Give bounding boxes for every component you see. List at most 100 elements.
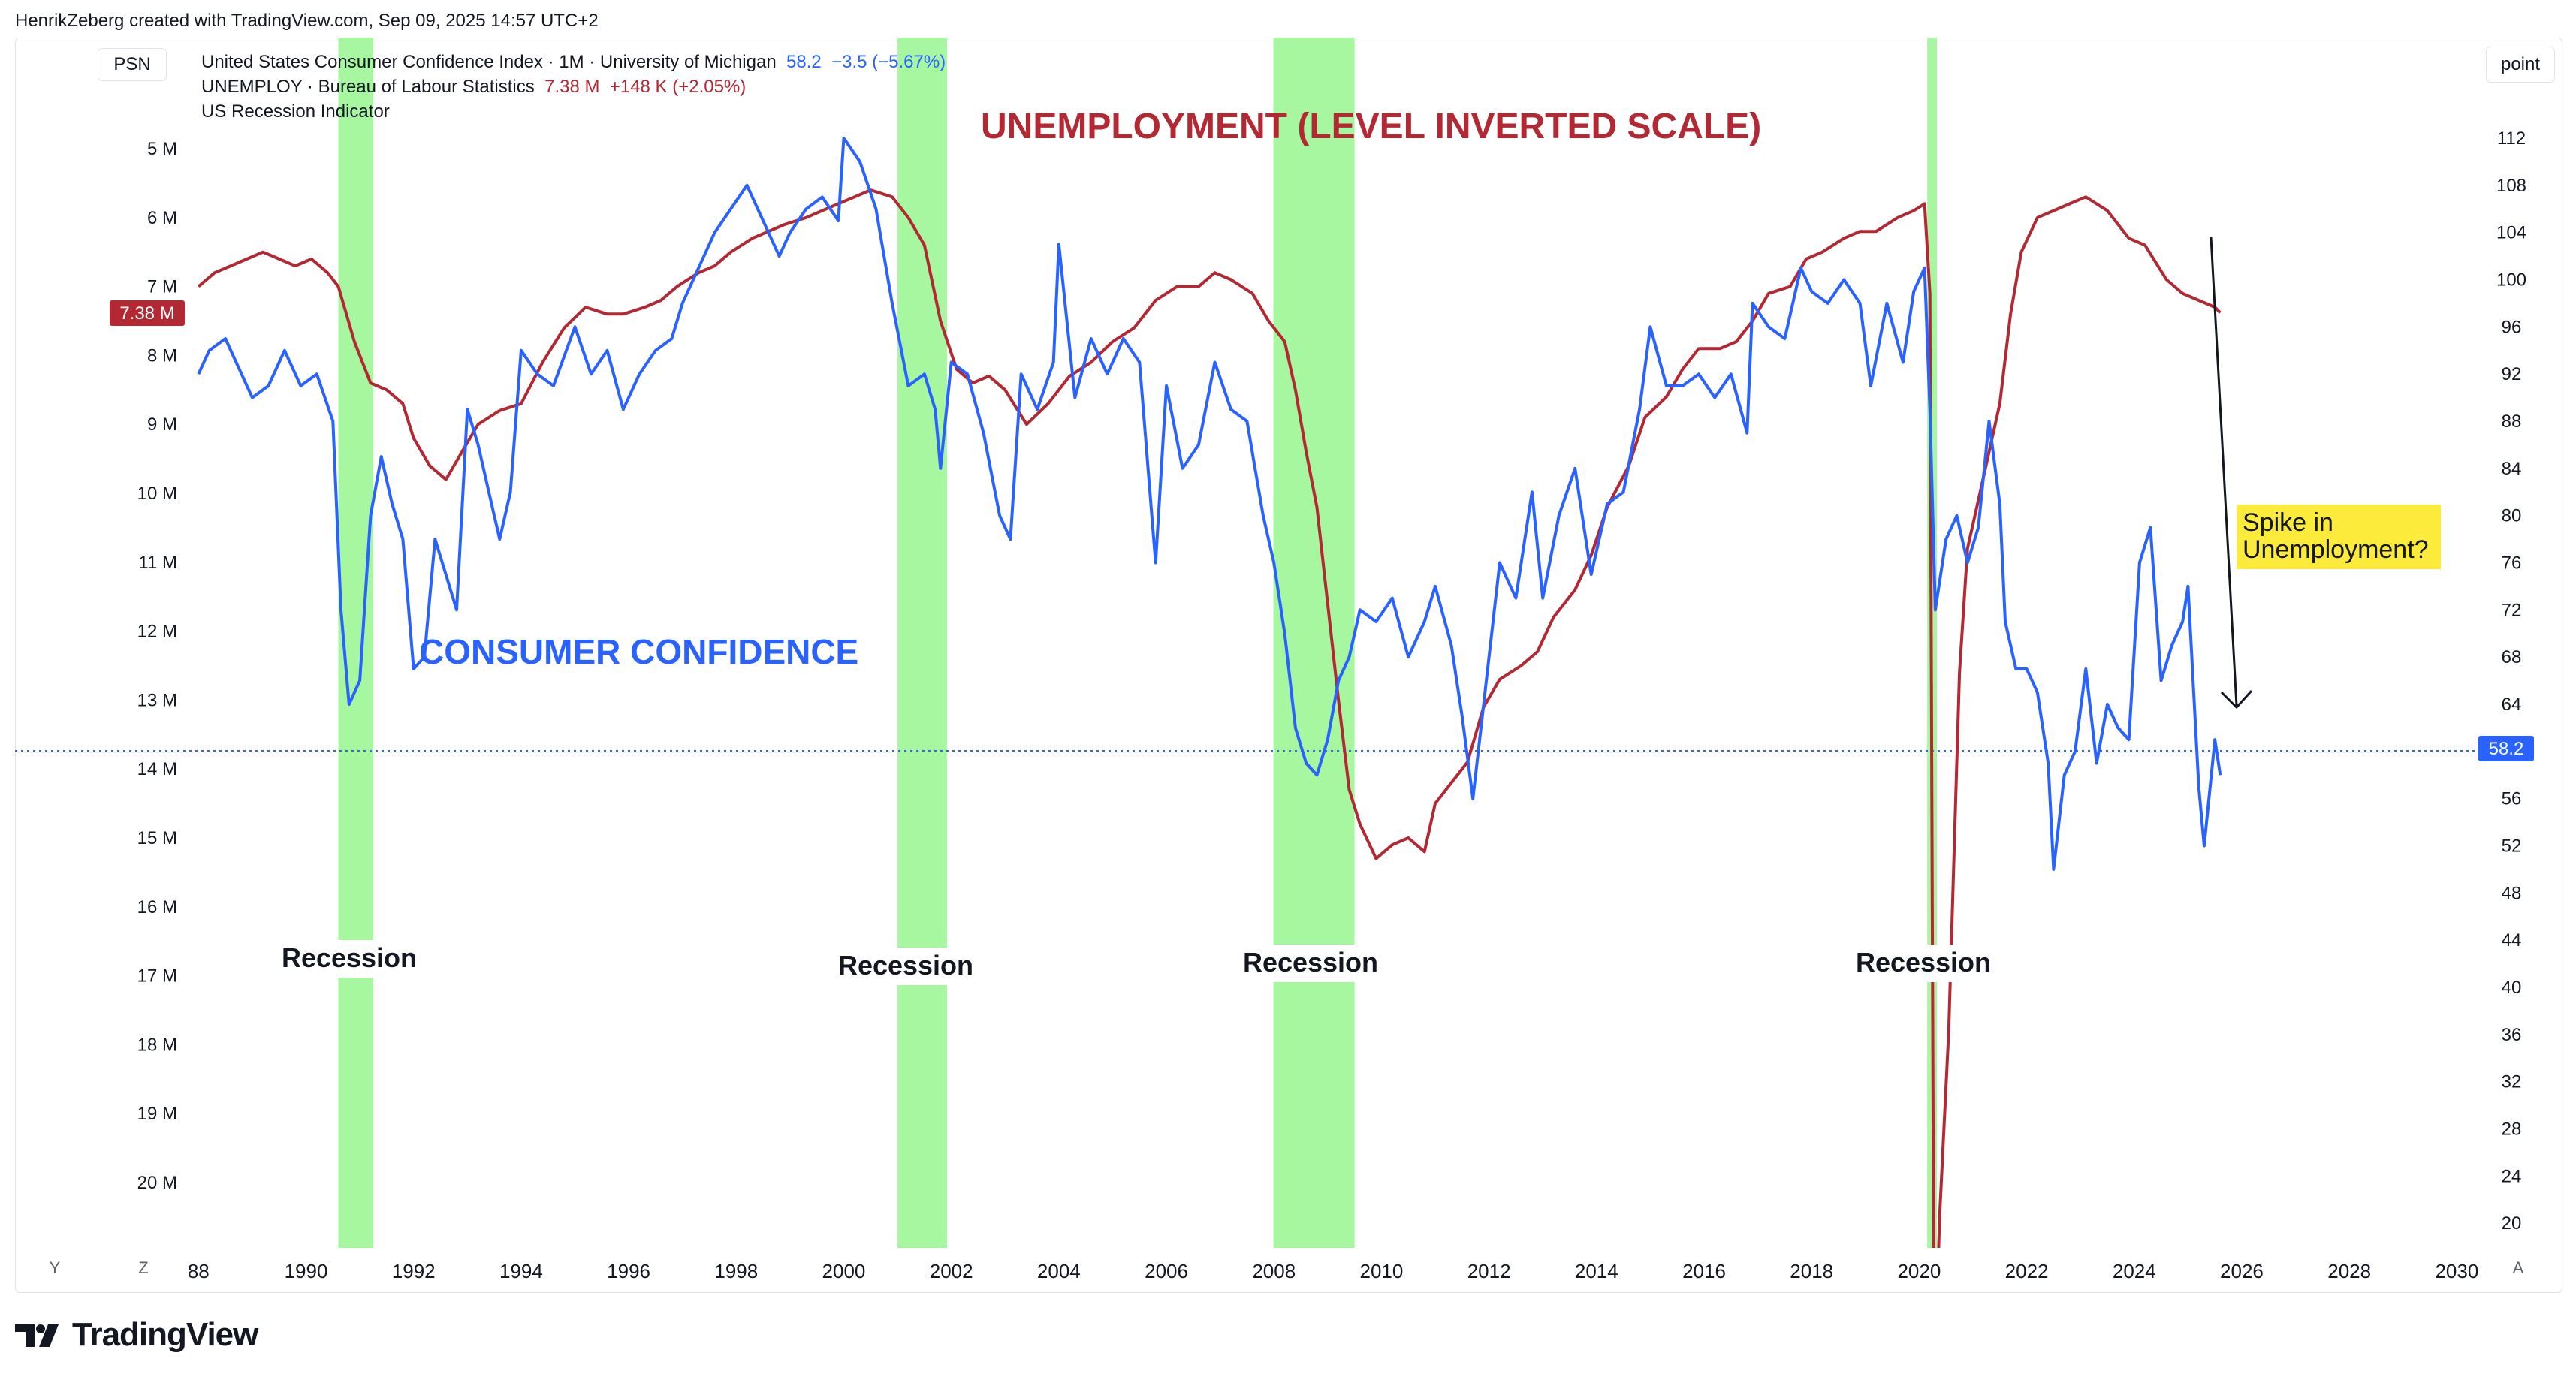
tradingview-logo-icon (15, 1324, 59, 1347)
x-tick-label: 2030 (2435, 1260, 2478, 1282)
confidence-title: CONSUMER CONFIDENCE (419, 632, 858, 671)
note-text: Spike in Unemployment? (2243, 509, 2429, 564)
right-tick-label: 92 (2502, 364, 2522, 384)
chart-attribution: HenrikZeberg created with TradingView.co… (15, 11, 599, 31)
unemployment-value-tag (110, 300, 185, 326)
right-tick-label: 32 (2502, 1072, 2522, 1092)
zoom-toggle[interactable]: Z (138, 1258, 149, 1277)
legend-series-change: −3.5 (−5.67%) (831, 52, 946, 72)
legend-row-confidence[interactable]: United States Consumer Confidence Index … (201, 50, 946, 74)
footer: TradingView (15, 1312, 258, 1357)
legend: United States Consumer Confidence Index … (201, 50, 946, 124)
right-tick-label: 44 (2502, 930, 2522, 951)
recession-labels: Recession Recession Recession Recession (280, 940, 1992, 985)
x-tick-label: 2012 (1467, 1260, 1511, 1282)
left-tick-label: 20 M (137, 1173, 177, 1193)
x-tick-label: 2010 (1360, 1260, 1404, 1282)
left-tick-label: 10 M (137, 484, 177, 504)
legend-series-value: 58.2 (786, 52, 822, 72)
right-tick-label: 20 (2502, 1213, 2522, 1234)
symbol-button[interactable]: PSN (98, 48, 167, 81)
auto-scale-toggle[interactable]: A (2512, 1258, 2524, 1277)
right-tick-label: 104 (2496, 223, 2526, 243)
x-tick-label: 1996 (607, 1260, 650, 1282)
right-tick-label: 68 (2502, 647, 2522, 667)
recession-label: Recession (1243, 947, 1378, 978)
x-tick-label: 2002 (930, 1260, 973, 1282)
left-tick-label: 13 M (137, 690, 177, 710)
recession-label: Recession (838, 950, 973, 981)
scale-unit-button[interactable]: point (2486, 47, 2555, 83)
x-tick-label: 2000 (822, 1260, 866, 1282)
right-tick-label: 52 (2502, 836, 2522, 857)
right-tick-label: 48 (2502, 883, 2522, 903)
x-tick-label: 2020 (1897, 1260, 1941, 1282)
x-tick-label: 2014 (1575, 1260, 1618, 1282)
right-tick-label: 84 (2502, 459, 2522, 479)
legend-series-name: United States Consumer Confidence Index … (201, 52, 777, 72)
right-tick-label: 24 (2502, 1166, 2522, 1186)
x-tick-label: 2028 (2327, 1260, 2371, 1282)
unemployment-value-tag-text: 7.38 M (119, 303, 174, 324)
x-tick-label: 2008 (1252, 1260, 1296, 1282)
right-tick-label: 96 (2502, 317, 2522, 337)
right-tick-label: 56 (2502, 789, 2522, 809)
right-tick-label: 112 (2497, 128, 2526, 149)
note-box (2237, 505, 2441, 569)
spike-arrow-head (2220, 689, 2253, 710)
right-axis: 2024283236404448525660646872768084889296… (2496, 128, 2526, 1234)
recession-label-bg (1854, 945, 1992, 982)
spike-arrow (2210, 237, 2238, 707)
left-tick-label: 7 M (147, 277, 177, 297)
left-tick-label: 5 M (147, 139, 177, 159)
confidence-value-tag-text: 58.2 (2489, 739, 2524, 759)
x-tick-label: 2018 (1790, 1260, 1833, 1282)
right-tick-label: 80 (2502, 506, 2522, 526)
left-tick-label: 19 M (137, 1104, 177, 1124)
left-tick-label: 16 M (137, 897, 177, 917)
confidence-line (197, 137, 2222, 871)
left-tick-label: 12 M (137, 622, 177, 642)
left-tick-label: 6 M (147, 208, 177, 228)
left-tick-label: 8 M (147, 345, 177, 366)
x-tick-label: 2024 (2113, 1260, 2156, 1282)
legend-row-unemployment[interactable]: UNEMPLOY · Bureau of Labour Statistics 7… (201, 74, 946, 99)
right-tick-label: 100 (2496, 270, 2526, 291)
confidence-value-tag (2478, 736, 2534, 761)
right-tick-label: 108 (2496, 176, 2526, 196)
unemployment-line (197, 188, 2222, 1248)
legend-series-change: +148 K (+2.05%) (609, 77, 747, 97)
legend-row-recession[interactable]: US Recession Indicator (201, 99, 946, 124)
right-tick-label: 72 (2502, 600, 2522, 620)
legend-series-value: 7.38 M (544, 77, 600, 97)
legend-series-name: UNEMPLOY · Bureau of Labour Statistics (201, 77, 535, 97)
recession-label-bg (280, 940, 418, 978)
left-tick-label: 9 M (147, 414, 177, 435)
recession-label-bg (1241, 945, 1380, 982)
left-tick-label: 18 M (137, 1035, 177, 1055)
unemployment-title: UNEMPLOYMENT (LEVEL INVERTED SCALE) (981, 107, 1761, 146)
left-tick-label: 17 M (137, 966, 177, 987)
x-axis: 88 1990 1992 1994 1996 1998 2000 2002 2004 2006 20… (188, 1260, 2478, 1282)
x-tick-label: 1998 (714, 1260, 758, 1282)
recession-label: Recession (282, 942, 417, 973)
recession-label: Recession (1856, 947, 1991, 978)
log-scale-toggle[interactable]: Y (49, 1258, 61, 1277)
left-axis: 5 M 6 M 7 M 8 M 9 M 10 M 11 M 12 M 13 M 14 M 15 M 1… (137, 139, 177, 1193)
recession-label-bg (837, 948, 975, 985)
right-tick-label: 40 (2502, 978, 2522, 998)
right-tick-label: 28 (2502, 1119, 2522, 1140)
left-tick-label: 14 M (137, 759, 177, 779)
x-tick-label: 2022 (2005, 1260, 2049, 1282)
legend-series-name: US Recession Indicator (201, 101, 390, 122)
right-tick-label: 76 (2502, 553, 2522, 574)
x-tick-label: 2016 (1682, 1260, 1726, 1282)
x-tick-label: 2006 (1145, 1260, 1188, 1282)
x-tick-label: 1992 (392, 1260, 436, 1282)
x-tick-label: 88 (188, 1260, 210, 1282)
footer-brand: TradingView (72, 1316, 258, 1353)
right-tick-label: 88 (2502, 411, 2522, 432)
left-tick-label: 15 M (137, 828, 177, 848)
left-tick-label: 11 M (138, 553, 177, 573)
